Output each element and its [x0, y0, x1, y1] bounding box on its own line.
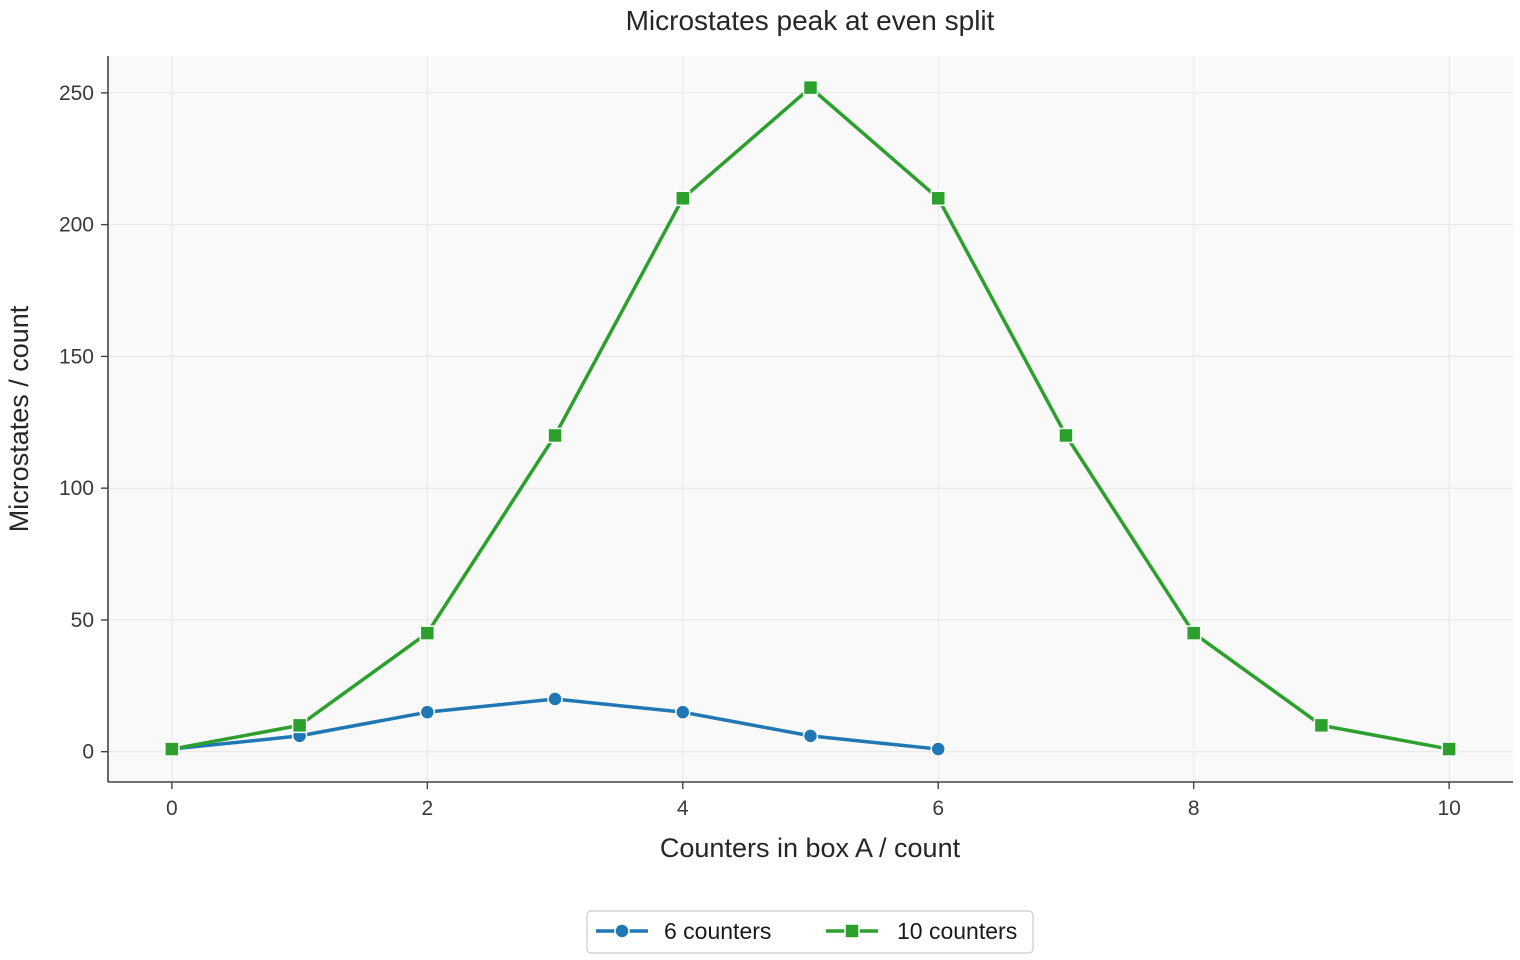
plot-area: [108, 56, 1513, 782]
x-tick-label: 10: [1437, 797, 1460, 820]
legend-marker-circle: [614, 923, 630, 939]
data-point: [930, 190, 946, 207]
y-tick-label: 100: [59, 477, 94, 500]
y-axis-ticks: 0 50 100 150 200 250: [59, 82, 108, 764]
legend-label-6-counters: 6 counters: [664, 918, 771, 944]
data-point: [291, 717, 308, 734]
data-point: [1185, 625, 1202, 641]
data-point: [675, 704, 691, 720]
data-point: [547, 691, 563, 707]
data-point: [419, 625, 436, 641]
x-gridlines: [171, 56, 1450, 782]
data-point: [930, 741, 946, 757]
y-tick-label: 50: [71, 609, 94, 632]
x-tick-label: 2: [421, 797, 433, 820]
data-point: [164, 741, 180, 757]
chart-title: Microstates peak at even split: [626, 5, 995, 36]
data-point: [1058, 427, 1074, 444]
x-axis-label: Counters in box A / count: [660, 833, 961, 863]
y-axis-label: Microstates / count: [4, 305, 34, 532]
x-tick-label: 0: [166, 797, 178, 820]
data-point: [419, 704, 436, 720]
data-point: [802, 79, 819, 96]
data-point: [1313, 717, 1330, 734]
series-layer: [164, 79, 1457, 757]
x-tick-label: 6: [932, 797, 944, 820]
legend-box: [586, 910, 1034, 954]
legend: 6 counters 10 counters: [586, 910, 1034, 954]
data-point: [1441, 741, 1457, 757]
legend-item-10-counters: 10 counters: [826, 918, 1017, 944]
x-tick-label: 4: [677, 797, 689, 820]
data-point: [802, 728, 819, 744]
x-axis-ticks: 0 2 4 6 8 10: [166, 782, 1461, 820]
legend-marker-square: [844, 923, 860, 939]
y-tick-label: 200: [59, 214, 94, 237]
data-point: [675, 190, 691, 207]
y-tick-label: 150: [59, 345, 94, 368]
series-10-counters: [164, 79, 1457, 757]
data-point: [547, 427, 563, 444]
legend-item-6-counters: 6 counters: [596, 918, 771, 944]
y-tick-label: 250: [59, 82, 94, 105]
legend-label-10-counters: 10 counters: [897, 918, 1017, 944]
y-tick-label: 0: [82, 741, 94, 764]
x-tick-label: 8: [1188, 797, 1200, 820]
